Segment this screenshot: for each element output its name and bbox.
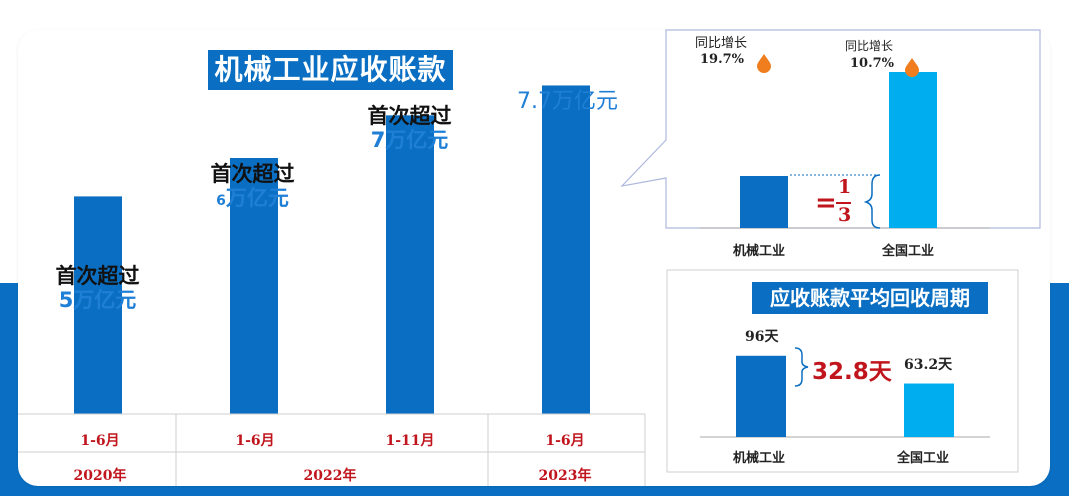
period-label-2020: 2020年 <box>73 468 127 484</box>
annotation-1-unit: 万亿元 <box>225 186 289 211</box>
period-difference: 32.8天 <box>812 359 892 385</box>
x-label-1: 1-6月 <box>235 433 275 449</box>
ratio-equals: = <box>815 188 837 218</box>
annotation-2-line1: 首次超过 <box>367 104 452 128</box>
cmp-bar-1 <box>889 72 937 228</box>
annotation-0: 首次超过 5万亿元 <box>40 264 155 312</box>
annotation-0-line1: 首次超过 <box>55 264 140 288</box>
growth-label-machinery: 同比增长 <box>695 36 748 51</box>
cmp-label-national: 全国工业 <box>882 244 935 259</box>
growth-label-national: 同比增长 <box>845 39 894 53</box>
cmp-bar-0 <box>740 176 788 228</box>
drop-icon <box>757 54 771 73</box>
ratio-fraction-bar <box>836 202 851 204</box>
period-value-machinery: 96天 <box>745 329 779 345</box>
annotation-3-line2: 7.7万亿元 <box>517 89 618 114</box>
annotation-1-number: 6 <box>216 193 226 210</box>
x-label-3: 1-6月 <box>545 433 585 449</box>
period-brace <box>794 347 809 387</box>
main-bar-2 <box>386 115 434 414</box>
drop-icon-2 <box>905 58 919 77</box>
main-chart-title: 机械工业应收账款 <box>208 50 453 90</box>
ratio-numerator: 1 <box>838 176 852 198</box>
annotation-1: 首次超过 6万亿元 <box>195 162 310 210</box>
growth-value-machinery: 19.7% <box>700 52 745 67</box>
period-label-2023: 2023年 <box>538 468 592 484</box>
annotation-2-line2: 7万亿元 <box>370 128 449 153</box>
annotation-0-line2: 5万亿元 <box>58 288 137 313</box>
period-bar-1 <box>904 383 954 437</box>
growth-value-national: 10.7% <box>850 56 895 71</box>
period-label-2022: 2022年 <box>303 468 357 484</box>
cmp-label-machinery: 机械工业 <box>733 244 786 259</box>
annotation-1-line1: 首次超过 <box>210 162 295 186</box>
main-bar-0 <box>74 196 122 414</box>
period-label-machinery: 机械工业 <box>733 451 786 466</box>
ratio-denominator: 3 <box>838 204 852 226</box>
period-label-national: 全国工业 <box>897 451 950 466</box>
annotation-2: 首次超过 7万亿元 <box>352 104 467 152</box>
x-label-0: 1-6月 <box>80 433 120 449</box>
main-bar-3 <box>542 85 590 414</box>
annotation-3: 7.7万亿元 <box>500 89 635 114</box>
period-chart-title: 应收账款平均回收周期 <box>752 282 988 314</box>
period-bar-0 <box>736 355 786 437</box>
ratio-brace <box>863 174 881 229</box>
period-value-national: 63.2天 <box>904 357 953 373</box>
main-bar-1 <box>230 158 278 414</box>
x-label-2: 1-11月 <box>385 433 435 449</box>
